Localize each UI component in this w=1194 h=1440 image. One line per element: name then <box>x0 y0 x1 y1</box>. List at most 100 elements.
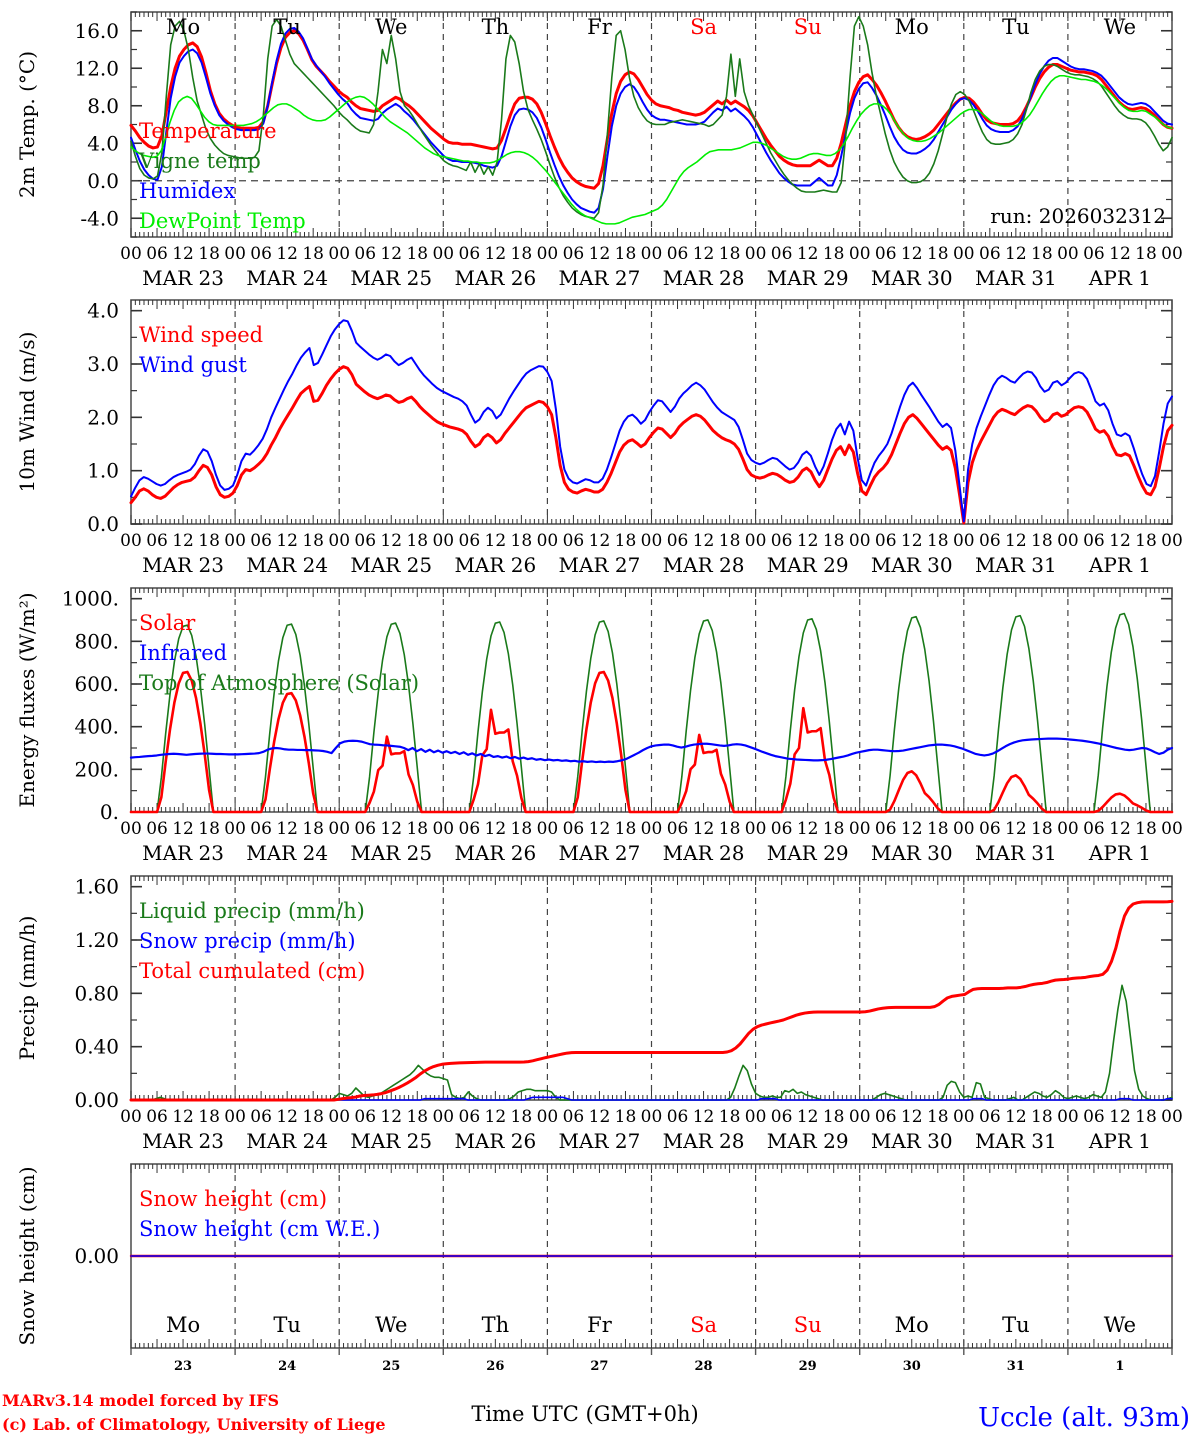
xaxis-hour-label: 18 <box>1135 1107 1157 1127</box>
yaxis-label: Snow height (cm) <box>15 1166 39 1345</box>
xaxis-hour-label: 18 <box>511 244 533 264</box>
xaxis-hour-label: 00 <box>120 244 142 264</box>
legend-label-wind-speed: Wind speed <box>139 323 263 347</box>
xaxis-hour-label: 12 <box>693 1107 715 1127</box>
yaxis-tick-label: 1000. <box>62 587 119 611</box>
xaxis-hour-label: 06 <box>979 531 1001 551</box>
xaxis-hour-label: 12 <box>172 244 194 264</box>
xaxis-hour-label: 12 <box>797 1107 819 1127</box>
xaxis-hour-label: 18 <box>198 531 220 551</box>
yaxis-tick-label: 0.40 <box>74 1035 119 1059</box>
day-of-week-label: Fr <box>587 15 613 39</box>
xaxis-hour-label: 12 <box>485 819 507 839</box>
day-of-week-label: Th <box>482 1313 510 1337</box>
legend-label-top-of-atmosphere-solar: Top of Atmosphere (Solar) <box>139 671 419 695</box>
legend-label-solar: Solar <box>139 611 196 635</box>
plot-frame <box>130 299 1173 525</box>
xaxis-hour-label: 00 <box>1057 819 1079 839</box>
yaxis-tick-label: 12.0 <box>74 56 119 80</box>
day-of-week-label: Sa <box>690 15 717 39</box>
xaxis-date-label: MAR 31 <box>975 553 1057 577</box>
day-of-week-label: Su <box>794 1313 822 1337</box>
day-of-week-label: Tu <box>1002 1313 1030 1337</box>
series-line-liquid-precip-mm-h <box>130 984 1173 1101</box>
xaxis-hour-label: 12 <box>380 531 402 551</box>
xaxis-hour-label: 12 <box>901 244 923 264</box>
xaxis-date-label: MAR 27 <box>559 1129 641 1153</box>
xaxis-hour-label: 18 <box>615 1107 637 1127</box>
xaxis-hour-label-end: 00 <box>1161 531 1183 551</box>
series-line-wind-gust <box>130 319 1173 523</box>
yaxis-tick-label: 3.0 <box>87 352 119 376</box>
xaxis-hour-label: 18 <box>406 531 428 551</box>
xaxis-hour-label: 12 <box>901 819 923 839</box>
xaxis-hour-label: 00 <box>328 531 350 551</box>
series-line-humidex <box>130 26 1173 214</box>
series-line-wind-speed <box>129 365 1174 525</box>
xaxis-date-label: MAR 25 <box>350 1129 432 1153</box>
xaxis-hour-label: 18 <box>1135 531 1157 551</box>
station-label: Uccle (alt. 93m) <box>978 1403 1190 1433</box>
xaxis-date-label: MAR 24 <box>246 266 328 290</box>
xaxis-hour-label: 06 <box>250 819 272 839</box>
day-of-week-label: Tu <box>273 1313 301 1337</box>
plot-frame <box>130 1163 1173 1349</box>
yaxis-tick-label: 1.60 <box>74 875 119 899</box>
xaxis-hour-label: 00 <box>849 1107 871 1127</box>
yaxis-tick-label: 2.0 <box>87 405 119 429</box>
xaxis-hour-label: 18 <box>719 531 741 551</box>
xaxis-day-number: 28 <box>695 1359 713 1374</box>
yaxis-tick-label: 1.0 <box>87 459 119 483</box>
xaxis-hour-label-end: 00 <box>1161 819 1183 839</box>
xaxis-date-label: MAR 31 <box>975 266 1057 290</box>
xaxis-date-label: APR 1 <box>1088 553 1151 577</box>
xaxis-hour-label: 00 <box>432 1107 454 1127</box>
xaxis-day-number: 25 <box>382 1359 400 1374</box>
xaxis-day-number: 27 <box>590 1359 608 1374</box>
xaxis-hour-label: 18 <box>823 819 845 839</box>
xaxis-date-label: MAR 31 <box>975 1129 1057 1153</box>
xaxis-date-label: MAR 27 <box>559 266 641 290</box>
xaxis-hour-label: 00 <box>328 1107 350 1127</box>
yaxis-tick-label: 200. <box>74 757 119 781</box>
legend-label-snow-height-cm: Snow height (cm) <box>139 1187 327 1211</box>
xaxis-day-number: 24 <box>278 1359 296 1374</box>
xaxis-hour-label: 06 <box>459 1107 481 1127</box>
plot-frame <box>130 587 1173 813</box>
run-timestamp: run: 2026032312 <box>990 204 1166 228</box>
xaxis-hour-label: 18 <box>511 819 533 839</box>
xaxis-hour-label: 06 <box>875 819 897 839</box>
xaxis-hour-label: 12 <box>380 819 402 839</box>
xaxis-day-number: 30 <box>903 1359 921 1374</box>
yaxis-tick-label: 0.00 <box>74 1244 119 1268</box>
series-line-total-cumulated-cm <box>129 899 1174 1102</box>
xaxis-hour-label: 00 <box>641 244 663 264</box>
legend-label-vigne-temp: Vigne temp <box>138 149 261 173</box>
day-of-week-label: Mo <box>895 15 929 39</box>
xaxis-date-label: MAR 29 <box>767 266 849 290</box>
yaxis-label: Precip (mm/h) <box>15 916 39 1061</box>
xaxis-date-label: MAR 24 <box>246 553 328 577</box>
xaxis-date-label: MAR 30 <box>871 841 953 865</box>
xaxis-hour-label: 18 <box>823 244 845 264</box>
xaxis-hour-label: 06 <box>1083 1107 1105 1127</box>
yaxis-tick-label: 0.80 <box>74 981 119 1005</box>
plot-frame <box>130 875 1173 1101</box>
xaxis-hour-label: 00 <box>120 819 142 839</box>
series-line-dewpoint-temp <box>130 74 1173 225</box>
xaxis-hour-label: 18 <box>1135 244 1157 264</box>
xaxis-hour-label: 12 <box>797 819 819 839</box>
xaxis-hour-label: 06 <box>979 1107 1001 1127</box>
xaxis-hour-label: 00 <box>641 1107 663 1127</box>
xaxis-date-label: MAR 24 <box>246 841 328 865</box>
xaxis-hour-label: 12 <box>1109 819 1131 839</box>
yaxis-label: Energy fluxes (W/m²) <box>15 592 39 807</box>
xaxis-hour-label: 12 <box>1005 819 1027 839</box>
xaxis-hour-label: 06 <box>250 1107 272 1127</box>
xaxis-hour-label: 06 <box>667 819 689 839</box>
yaxis-tick-label: 4.0 <box>87 299 119 323</box>
yaxis-tick-label: -4.0 <box>80 206 119 230</box>
xaxis-hour-label: 12 <box>276 1107 298 1127</box>
